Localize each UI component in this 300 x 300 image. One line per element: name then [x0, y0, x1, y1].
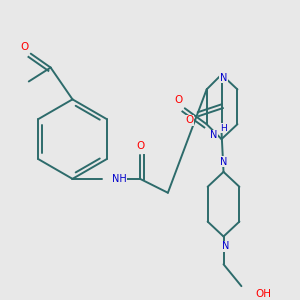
Text: O: O: [186, 115, 194, 125]
Text: O: O: [136, 141, 144, 151]
Text: NH: NH: [112, 174, 127, 184]
Text: N: N: [222, 242, 229, 251]
Text: N: N: [220, 73, 227, 82]
Text: H: H: [220, 124, 227, 133]
Text: N: N: [220, 157, 227, 167]
Text: N: N: [210, 130, 217, 140]
Text: O: O: [175, 95, 183, 105]
Text: OH: OH: [255, 289, 271, 299]
Text: O: O: [21, 42, 29, 52]
